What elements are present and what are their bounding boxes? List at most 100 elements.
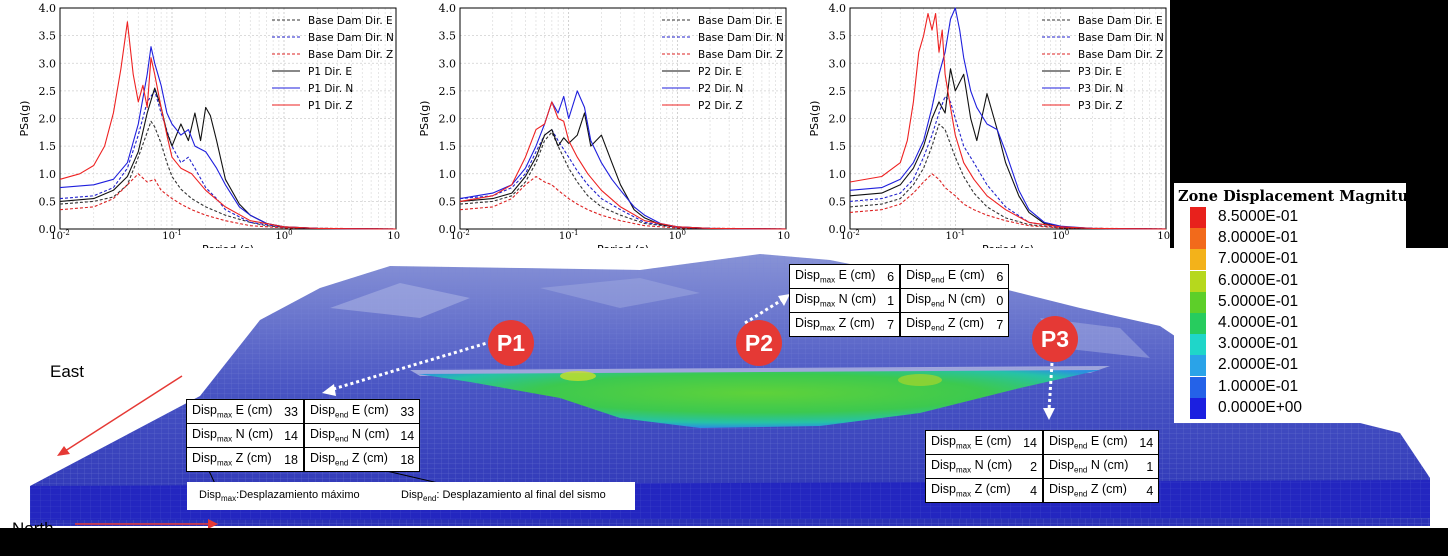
legend-value-label: 4.0000E-01 bbox=[1218, 314, 1299, 331]
p1-displacement-table: Dispmax E (cm) 33 Dispend E (cm) 33 Dispmax … bbox=[186, 399, 421, 472]
series-line bbox=[459, 129, 787, 230]
y-tick-label: 1.0 bbox=[439, 168, 457, 181]
spectra-chart-p2: 0.0 0.5 1.0 1.5 2.0 2.5 3.0 3.5 4.0 10-2 10-1 100 10… bbox=[400, 0, 790, 258]
y-tick-label: 3.0 bbox=[829, 57, 847, 70]
y-tick-label: 4.0 bbox=[39, 2, 57, 15]
y-tick-label: 1.5 bbox=[39, 140, 57, 153]
end-value: 0 bbox=[990, 288, 1010, 313]
series-line bbox=[459, 101, 787, 230]
legend-swatch bbox=[1190, 397, 1206, 419]
end-label: Dispend E (cm) bbox=[899, 264, 991, 289]
legend-swatch bbox=[1190, 249, 1206, 271]
table-row: Dispmax E (cm) 6 Dispend E (cm) 6 bbox=[789, 264, 1010, 289]
legend-value-label: 8.5000E-01 bbox=[1218, 208, 1299, 225]
legend-value-label: 6.0000E-01 bbox=[1218, 271, 1299, 289]
note-max: Dispmax:Desplazamiento máximo bbox=[199, 489, 360, 504]
legend-swatch bbox=[1190, 334, 1206, 356]
max-label: Dispmax N (cm) bbox=[186, 423, 279, 448]
series-line bbox=[849, 173, 1167, 230]
legend-label: Base Dam Dir. E bbox=[308, 15, 393, 27]
series-line bbox=[849, 7, 1167, 230]
end-value: 14 bbox=[394, 423, 421, 448]
legend-value-label: 5.0000E-01 bbox=[1218, 292, 1299, 310]
end-value: 7 bbox=[990, 312, 1010, 337]
p3-displacement-table: Dispmax E (cm) 14 Dispend E (cm) 14 Dispmax … bbox=[925, 430, 1160, 503]
legend-swatch bbox=[1190, 291, 1206, 313]
pin-p1[interactable]: P1 bbox=[488, 320, 534, 366]
legend-label: Base Dam Dir. Z bbox=[698, 49, 783, 61]
max-label: Dispmax N (cm) bbox=[925, 454, 1018, 479]
y-tick-label: 0.5 bbox=[439, 195, 457, 208]
legend-label: Base Dam Dir. N bbox=[308, 32, 394, 44]
y-tick-label: 0.5 bbox=[829, 195, 847, 208]
legend-value-label: 3.0000E-01 bbox=[1218, 335, 1299, 353]
legend-label: Base Dam Dir. Z bbox=[308, 49, 393, 61]
legend-swatch bbox=[1190, 355, 1206, 377]
series-line bbox=[849, 123, 1167, 230]
max-label: Dispmax E (cm) bbox=[186, 399, 279, 424]
max-value: 18 bbox=[278, 447, 305, 472]
east-label: East bbox=[50, 362, 85, 381]
max-value: 2 bbox=[1017, 454, 1044, 479]
x-tick-label: 10-1 bbox=[946, 229, 966, 242]
end-value: 1 bbox=[1133, 454, 1160, 479]
table-row: Dispmax Z (cm) 7 Dispend Z (cm) 7 bbox=[789, 312, 1010, 337]
end-value: 18 bbox=[394, 447, 421, 472]
legend-label: Base Dam Dir. E bbox=[1078, 15, 1163, 27]
table-row: Dispmax E (cm) 14 Dispend E (cm) 14 bbox=[925, 430, 1160, 455]
y-axis-label: PSa(g) bbox=[808, 101, 821, 137]
p1-arrow bbox=[329, 338, 498, 392]
y-tick-label: 3.5 bbox=[829, 30, 847, 43]
spectra-chart-p1: 0.0 0.5 1.0 1.5 2.0 2.5 3.0 3.5 4.0 10-2 10-1 100 10… bbox=[0, 0, 400, 258]
y-tick-label: 0.5 bbox=[39, 195, 57, 208]
east-arrow bbox=[61, 375, 183, 454]
series-line bbox=[849, 12, 1167, 230]
table-row: Dispmax Z (cm) 18 Dispend Z (cm) 18 bbox=[186, 447, 421, 472]
table-row: Dispmax N (cm) 14 Dispend N (cm) 14 bbox=[186, 423, 421, 448]
legend-swatch bbox=[1190, 270, 1206, 292]
series-line bbox=[459, 131, 787, 230]
pin-p2[interactable]: P2 bbox=[736, 320, 782, 366]
legend-label: Base Dam Dir. N bbox=[698, 32, 784, 44]
y-tick-label: 1.5 bbox=[439, 140, 457, 153]
max-label: Dispmax Z (cm) bbox=[186, 447, 279, 472]
x-tick-label: 100 bbox=[1052, 229, 1069, 242]
max-label: Dispmax E (cm) bbox=[789, 264, 882, 289]
max-value: 7 bbox=[881, 312, 901, 337]
y-tick-label: 1.0 bbox=[39, 168, 57, 181]
y-tick-label: 4.0 bbox=[439, 2, 457, 15]
grid bbox=[59, 7, 396, 230]
end-label: Dispend E (cm) bbox=[303, 399, 395, 424]
y-tick-label: 2.0 bbox=[39, 113, 57, 126]
legend-label: P2 Dir. E bbox=[698, 66, 742, 78]
series-line bbox=[59, 173, 397, 230]
plot-frame bbox=[459, 7, 787, 230]
legend-label: P3 Dir. Z bbox=[1078, 100, 1123, 112]
legend-label: Base Dam Dir. E bbox=[698, 15, 783, 27]
x-tick-label: 100 bbox=[669, 229, 686, 242]
x-tick-label: 10-1 bbox=[559, 229, 579, 242]
max-label: Dispmax Z (cm) bbox=[925, 478, 1018, 503]
max-value: 1 bbox=[881, 288, 901, 313]
y-axis-label: PSa(g) bbox=[18, 101, 31, 137]
p2-arrow bbox=[744, 296, 786, 325]
y-tick-label: 2.5 bbox=[829, 85, 847, 98]
pin-p3[interactable]: P3 bbox=[1032, 316, 1078, 362]
grid bbox=[459, 7, 786, 230]
end-label: Dispend N (cm) bbox=[1042, 454, 1134, 479]
y-tick-label: 4.0 bbox=[829, 2, 847, 15]
spectra-chart-p3: 0.0 0.5 1.0 1.5 2.0 2.5 3.0 3.5 4.0 10-2 10-1 100 10… bbox=[790, 0, 1170, 258]
table-row: Dispmax N (cm) 1 Dispend N (cm) 0 bbox=[789, 288, 1010, 313]
y-tick-label: 3.5 bbox=[439, 30, 457, 43]
x-tick-label: 10-2 bbox=[840, 229, 860, 242]
end-value: 6 bbox=[990, 264, 1010, 289]
max-label: Dispmax E (cm) bbox=[925, 430, 1018, 455]
x-tick-label: 101 bbox=[1157, 229, 1170, 242]
end-value: 14 bbox=[1133, 430, 1160, 455]
max-value: 33 bbox=[278, 399, 305, 424]
end-label: Dispend N (cm) bbox=[303, 423, 395, 448]
end-value: 4 bbox=[1133, 478, 1160, 503]
legend-title: Zone Displacement Magnitude bbox=[1178, 188, 1428, 205]
displacement-legend: Zone Displacement Magnitude 8.5000E-01 8.… bbox=[1174, 183, 1428, 423]
